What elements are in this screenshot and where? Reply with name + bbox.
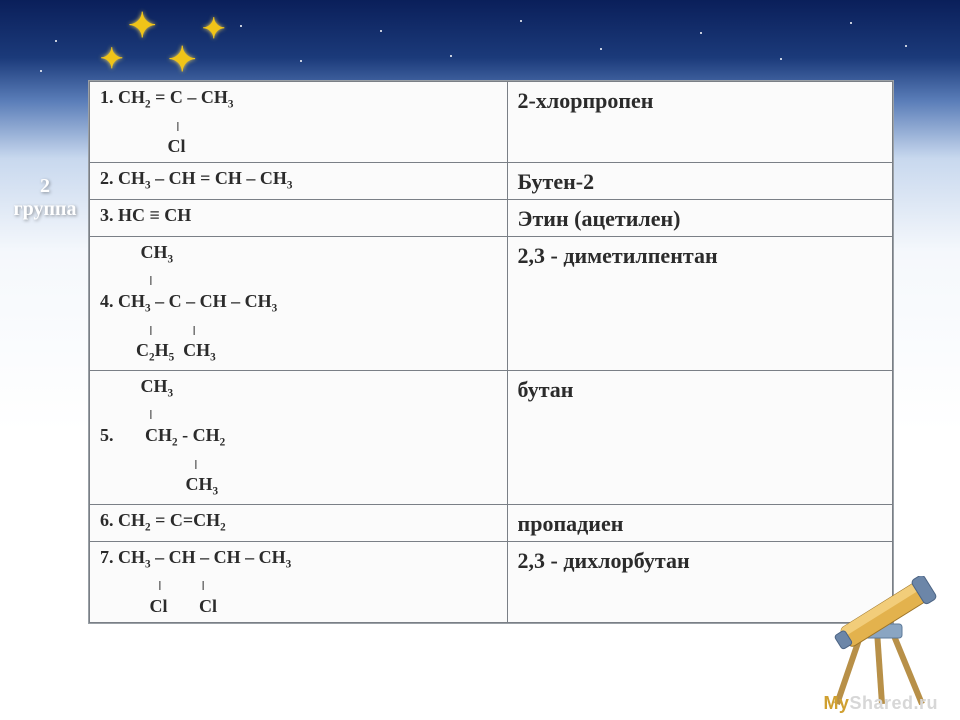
compound-name: 2,3 - диметилпентан: [507, 236, 892, 370]
formula-line: Cl Cl: [100, 595, 497, 618]
formula-line: 2. CH3 – CH = CH – CH3: [100, 167, 497, 194]
bg-dot: [300, 60, 302, 62]
formula-cell: 1. CH2 = C – CH3 ǀ Cl: [90, 82, 508, 163]
formula-line: CH3: [100, 241, 497, 268]
table-row: 1. CH2 = C – CH3 ǀ Cl2-хлорпропен: [90, 82, 893, 163]
formula-line: ǀ: [100, 113, 497, 136]
bg-dot: [40, 70, 42, 72]
formula-line: ǀ: [100, 267, 497, 290]
bg-dot: [55, 40, 57, 42]
compound-name: пропадиен: [507, 504, 892, 541]
table-row: 7. CH3 – CH – CH – CH3 ǀ ǀ Cl Cl2,3 - ди…: [90, 541, 893, 622]
star-icon: ✦: [100, 42, 123, 76]
compound-name: бутан: [507, 370, 892, 504]
star-icon: ✦: [128, 6, 157, 46]
bg-dot: [520, 20, 522, 22]
bg-dot: [380, 30, 382, 32]
formula-cell: 6. CH2 = C=CH2: [90, 504, 508, 541]
table-row: 3. HC ≡ CH Этин (ацетилен): [90, 199, 893, 236]
formula-line: ǀ: [100, 401, 497, 424]
formula-line: ǀ: [100, 451, 497, 474]
formula-line: ǀ ǀ: [100, 572, 497, 595]
formula-cell: 7. CH3 – CH – CH – CH3 ǀ ǀ Cl Cl: [90, 541, 508, 622]
formula-cell: 2. CH3 – CH = CH – CH3: [90, 162, 508, 199]
table-row: 6. CH2 = C=CH2 пропадиен: [90, 504, 893, 541]
table-body: 1. CH2 = C – CH3 ǀ Cl2-хлорпропен2. CH3 …: [90, 82, 893, 623]
formula-line: 7. CH3 – CH – CH – CH3: [100, 546, 497, 573]
formula-line: ǀ ǀ: [100, 317, 497, 340]
formula-cell: CH3 ǀ4. CH3 – C – CH – CH3 ǀ ǀ C2H5 CH3: [90, 236, 508, 370]
bg-dot: [450, 55, 452, 57]
star-icon: ✦: [202, 12, 225, 46]
table-row: CH3 ǀ4. CH3 – C – CH – CH3 ǀ ǀ C2H5 CH32…: [90, 236, 893, 370]
watermark: MyShared.ru: [823, 693, 938, 714]
formula-line: CH3: [100, 375, 497, 402]
compound-name: 2-хлорпропен: [507, 82, 892, 163]
formula-line: CH3: [100, 473, 497, 500]
formula-line: 3. HC ≡ CH: [100, 204, 497, 227]
formula-line: Cl: [100, 135, 497, 158]
formula-line: C2H5 CH3: [100, 339, 497, 366]
formula-line: 6. CH2 = C=CH2: [100, 509, 497, 536]
watermark-suffix: Shared: [849, 693, 913, 713]
group-number: 2: [40, 175, 50, 197]
formula-line: 1. CH2 = C – CH3: [100, 86, 497, 113]
compound-name: Бутен-2: [507, 162, 892, 199]
formula-line: 5. CH2 - CH2: [100, 424, 497, 451]
formula-line: 4. CH3 – C – CH – CH3: [100, 290, 497, 317]
bg-dot: [905, 45, 907, 47]
compound-name: Этин (ацетилен): [507, 199, 892, 236]
watermark-dot: .ru: [913, 693, 938, 713]
star-icon: ✦: [168, 40, 197, 80]
table-row: 2. CH3 – CH = CH – CH3 Бутен-2: [90, 162, 893, 199]
group-label: 2 группа: [10, 175, 80, 221]
bg-dot: [600, 48, 602, 50]
table-row: CH3 ǀ5. CH2 - CH2 ǀ CH3бутан: [90, 370, 893, 504]
watermark-prefix: My: [823, 693, 849, 713]
bg-dot: [240, 25, 242, 27]
formula-cell: CH3 ǀ5. CH2 - CH2 ǀ CH3: [90, 370, 508, 504]
bg-dot: [850, 22, 852, 24]
telescope-icon: [822, 576, 942, 706]
bg-dot: [780, 58, 782, 60]
group-word: группа: [14, 198, 77, 220]
formula-cell: 3. HC ≡ CH: [90, 199, 508, 236]
chemistry-table: 1. CH2 = C – CH3 ǀ Cl2-хлорпропен2. CH3 …: [88, 80, 894, 624]
bg-dot: [700, 32, 702, 34]
